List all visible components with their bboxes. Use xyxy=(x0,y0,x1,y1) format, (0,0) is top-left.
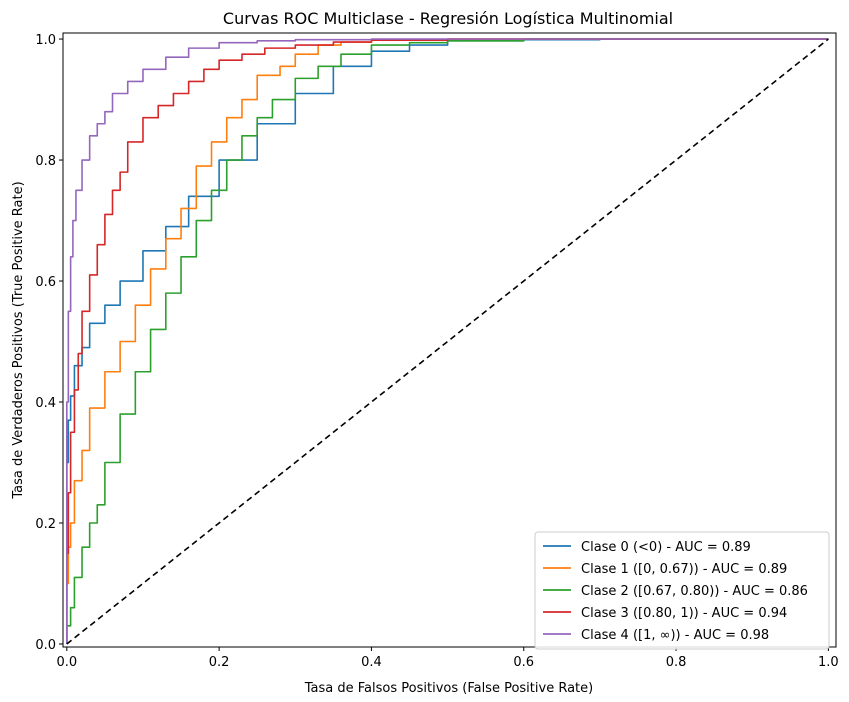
roc-curve-clase-0 xyxy=(66,38,829,644)
legend-label: Clase 0 (<0) - AUC = 0.89 xyxy=(581,540,751,555)
y-tick-label: 1.0 xyxy=(35,33,56,48)
roc-curve-clase-2 xyxy=(66,38,829,644)
y-tick-label: 0.0 xyxy=(35,638,56,653)
y-tick-label: 0.8 xyxy=(35,154,56,169)
x-axis-label: Tasa de Falsos Positivos (False Positive… xyxy=(304,681,593,696)
legend-label: Clase 2 ([0.67, 0.80)) - AUC = 0.86 xyxy=(581,584,808,599)
legend-label: Clase 4 ([1, ∞)) - AUC = 0.98 xyxy=(581,628,769,643)
y-tick-label: 0.6 xyxy=(35,275,56,290)
axis-ticks: 0.0 0.2 0.4 0.6 0.8 1.0 0.0 0.2 0.4 0.6 0.8 1.0 xyxy=(35,33,838,670)
x-tick-label: 0.6 xyxy=(513,655,534,670)
roc-curve-clase-3 xyxy=(66,38,829,644)
legend-label: Clase 3 ([0.80, 1)) - AUC = 0.94 xyxy=(581,606,787,621)
legend-box xyxy=(534,531,830,650)
random-classifier-diagonal xyxy=(66,38,829,645)
legend-label: Clase 1 ([0, 0.67)) - AUC = 0.89 xyxy=(581,562,787,577)
y-axis-label: Tasa de Verdaderos Positivos (True Posit… xyxy=(11,181,26,499)
legend: Clase 0 (<0) - AUC = 0.89 Clase 1 ([0, 0.… xyxy=(534,531,830,650)
plot-frame xyxy=(62,32,837,648)
chart-title: Curvas ROC Multiclase - Regresión Logíst… xyxy=(223,9,673,28)
x-tick-label: 0.2 xyxy=(209,655,230,670)
y-tick-label: 0.2 xyxy=(35,517,56,532)
x-tick-label: 0.8 xyxy=(666,655,687,670)
x-tick-label: 0.0 xyxy=(56,655,77,670)
y-tick-label: 0.4 xyxy=(35,396,56,411)
x-tick-label: 0.4 xyxy=(361,655,382,670)
roc-curve-clase-4 xyxy=(66,38,829,644)
plot-lines xyxy=(66,38,829,645)
x-tick-label: 1.0 xyxy=(818,655,839,670)
